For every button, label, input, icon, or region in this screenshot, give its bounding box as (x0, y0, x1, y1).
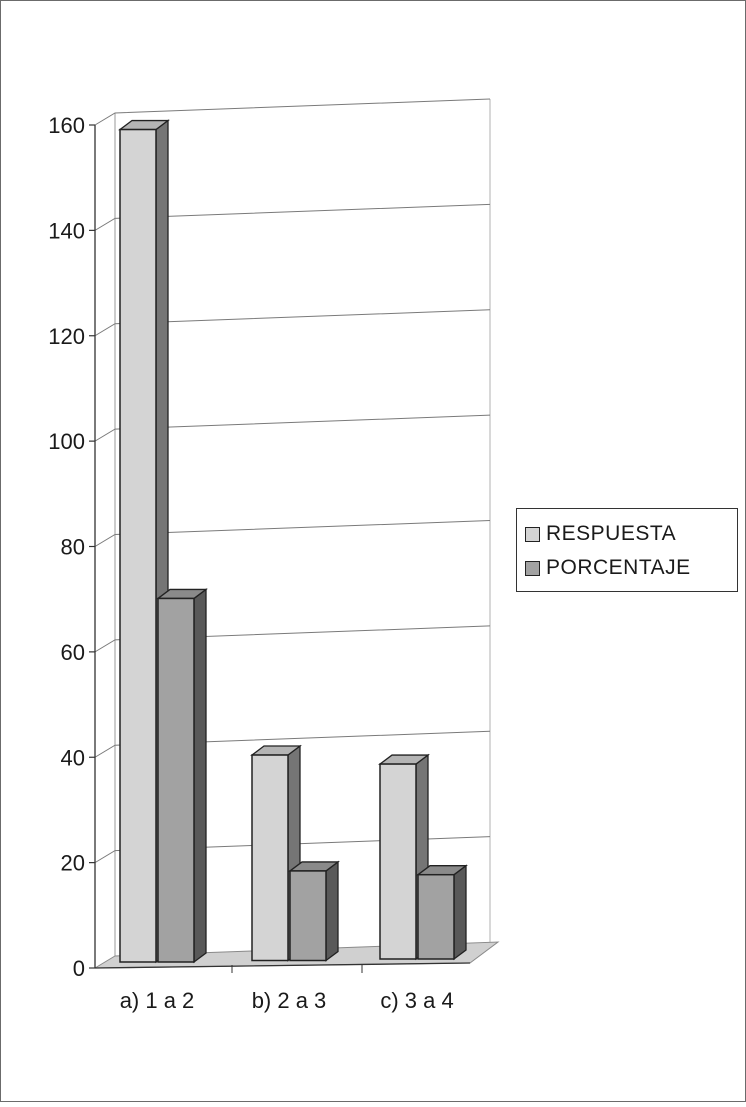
y-tick-label: 140 (48, 218, 85, 243)
y-tick-label: 160 (48, 113, 85, 138)
bar-side (325, 860, 339, 962)
y-tick-label: 0 (73, 956, 85, 981)
x-axis: a) 1 a 2 b) 2 a 3 c) 3 a 4 (94, 962, 471, 1013)
x-tick-label: c) 3 a 4 (380, 988, 453, 1013)
bar (416, 864, 468, 961)
bar-side (453, 864, 467, 961)
bar-side (193, 588, 207, 964)
gridline (94, 98, 491, 126)
gridline (94, 203, 491, 231)
y-tick-label: 80 (61, 535, 85, 560)
gridline (94, 625, 491, 653)
gridline (94, 520, 491, 547)
gridline (94, 836, 491, 864)
y-tick-label: 100 (48, 429, 85, 454)
bar-front (119, 128, 157, 963)
bar-front (289, 870, 327, 962)
bar-front (379, 763, 417, 960)
gridlines (94, 98, 491, 864)
bar-front (157, 597, 195, 963)
legend-swatch-respuesta (525, 526, 540, 542)
legend-label-porcentaje: PORCENTAJE (546, 556, 691, 579)
x-tick-label: b) 2 a 3 (252, 988, 327, 1013)
y-tick-label: 60 (61, 640, 85, 665)
legend-label-respuesta: RESPUESTA (546, 522, 677, 545)
x-tick-label: a) 1 a 2 (120, 988, 195, 1013)
bars (118, 119, 468, 964)
gridline (94, 730, 491, 758)
legend-swatch-porcentaje (525, 560, 540, 576)
y-tick-label: 20 (61, 851, 85, 876)
x-axis-line (94, 962, 471, 969)
legend-item-porcentaje: PORCENTAJE (525, 551, 737, 585)
gridline (94, 414, 491, 442)
legend: RESPUESTA PORCENTAJE (516, 508, 738, 592)
legend-item-respuesta: RESPUESTA (525, 517, 737, 551)
bar (156, 588, 208, 964)
gridline (94, 309, 491, 337)
bar (288, 860, 340, 962)
bar-front (417, 873, 455, 960)
bar-front (251, 754, 289, 962)
y-tick-label: 120 (48, 324, 85, 349)
y-axis: 0 20 40 60 80 100 120 140 160 (48, 113, 96, 981)
y-tick-label: 40 (61, 745, 85, 770)
